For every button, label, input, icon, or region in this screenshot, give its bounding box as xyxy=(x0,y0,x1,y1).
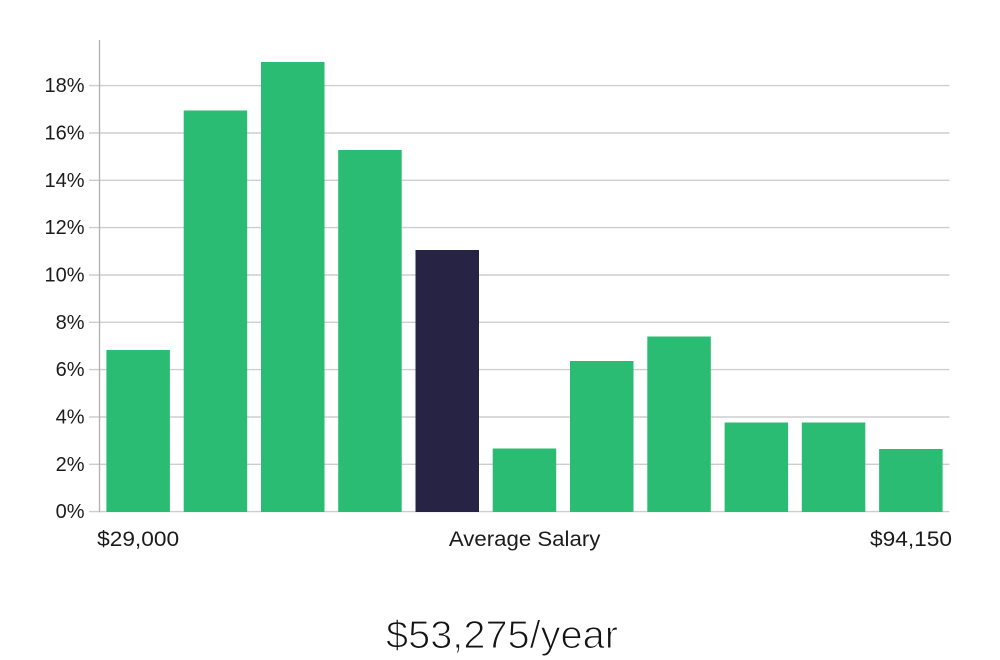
svg-text:6%: 6% xyxy=(56,359,85,381)
svg-text:$94,150: $94,150 xyxy=(870,528,952,551)
svg-text:18%: 18% xyxy=(44,75,84,97)
svg-text:$29,000: $29,000 xyxy=(97,528,179,551)
svg-text:14%: 14% xyxy=(44,170,84,192)
svg-text:12%: 12% xyxy=(44,217,84,239)
svg-text:8%: 8% xyxy=(56,312,85,334)
svg-text:10%: 10% xyxy=(44,265,84,287)
svg-text:Average Salary: Average Salary xyxy=(449,528,601,551)
svg-text:16%: 16% xyxy=(44,123,84,145)
svg-text:4%: 4% xyxy=(56,407,85,429)
svg-text:2%: 2% xyxy=(56,454,85,476)
svg-text:$53,275/year: $53,275/year xyxy=(386,614,618,657)
svg-text:0%: 0% xyxy=(56,501,85,523)
